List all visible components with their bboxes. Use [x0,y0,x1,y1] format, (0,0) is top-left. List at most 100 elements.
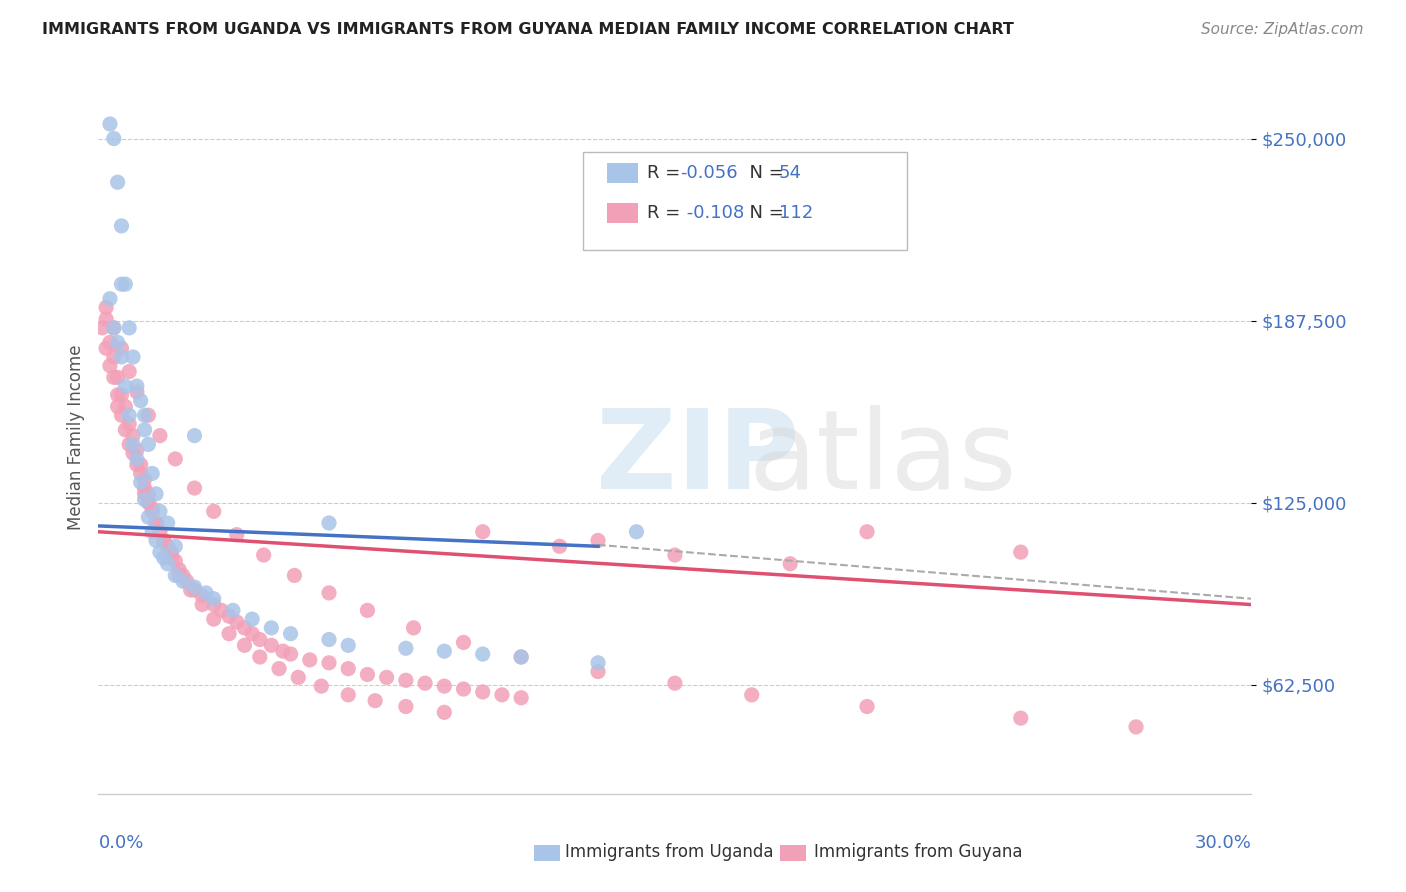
Point [145,533,167,548]
Point [202,612,225,626]
Point [318,656,340,670]
Point [318,516,340,530]
Point [107,370,129,384]
Y-axis label: Median Family Income: Median Family Income [66,344,84,530]
Point [129,393,152,408]
Point [149,545,172,559]
Point [167,563,190,577]
Text: IMMIGRANTS FROM UGANDA VS IMMIGRANTS FROM GUYANA MEDIAN FAMILY INCOME CORRELATIO: IMMIGRANTS FROM UGANDA VS IMMIGRANTS FRO… [42,22,1014,37]
Point [110,350,132,364]
Point [160,545,183,559]
Point [129,475,152,490]
Text: N =: N = [738,164,790,182]
Point [395,699,418,714]
Point [125,458,148,472]
Point [114,400,136,414]
Point [453,681,475,696]
Point [222,603,245,617]
Point [626,524,648,539]
Point [110,388,132,402]
Point [471,647,494,661]
Point [149,428,172,442]
Point [103,321,125,335]
Point [145,516,167,530]
Text: Immigrants from Guyana: Immigrants from Guyana [814,843,1022,861]
Point [183,582,205,597]
Point [98,359,121,373]
Point [98,117,121,131]
Point [141,524,163,539]
Point [165,568,187,582]
Point [225,527,247,541]
Point [337,662,360,676]
Point [167,568,190,582]
Point [91,321,114,335]
Point [510,650,533,665]
Point [240,612,263,626]
Point [94,0,117,14]
Point [356,667,378,681]
Point [152,533,174,548]
Point [176,574,198,589]
Text: N =: N = [738,204,790,222]
Point [165,539,187,553]
Text: -0.108: -0.108 [681,204,744,222]
Point [134,487,156,501]
Point [107,388,129,402]
Point [271,644,294,658]
Point [98,292,121,306]
Point [122,446,145,460]
Point [856,699,879,714]
Point [165,451,187,466]
Point [110,341,132,355]
Point [134,423,156,437]
Point [218,626,240,640]
Point [134,481,156,495]
Point [253,548,276,562]
Point [195,586,218,600]
Point [118,409,141,423]
Text: -0.056: -0.056 [681,164,738,182]
Text: 0.0%: 0.0% [98,834,143,852]
Point [118,417,141,431]
Point [395,641,418,656]
Point [103,321,125,335]
Point [249,632,271,647]
Point [471,685,494,699]
Point [183,428,205,442]
Point [122,428,145,442]
Point [191,589,214,603]
Point [149,524,172,539]
Point [125,379,148,393]
Point [98,335,121,350]
Point [395,673,418,688]
Text: Source: ZipAtlas.com: Source: ZipAtlas.com [1201,22,1364,37]
Point [298,653,321,667]
Point [129,467,152,481]
Point [165,554,187,568]
Text: atlas: atlas [748,405,1017,512]
Point [149,504,172,518]
Text: R =: R = [647,164,686,182]
Point [138,409,160,423]
Point [160,551,183,566]
Point [337,638,360,652]
Text: 54: 54 [779,164,801,182]
Point [433,644,456,658]
Point [114,379,136,393]
Point [202,591,225,606]
Point [510,690,533,705]
Point [433,706,456,720]
Point [1010,711,1032,725]
Point [356,603,378,617]
Point [586,665,609,679]
Point [433,679,456,693]
Point [141,467,163,481]
Point [110,277,132,292]
Point [138,437,160,451]
Point [453,635,475,649]
Point [249,650,271,665]
Point [240,626,263,640]
Point [218,609,240,624]
Point [856,524,879,539]
